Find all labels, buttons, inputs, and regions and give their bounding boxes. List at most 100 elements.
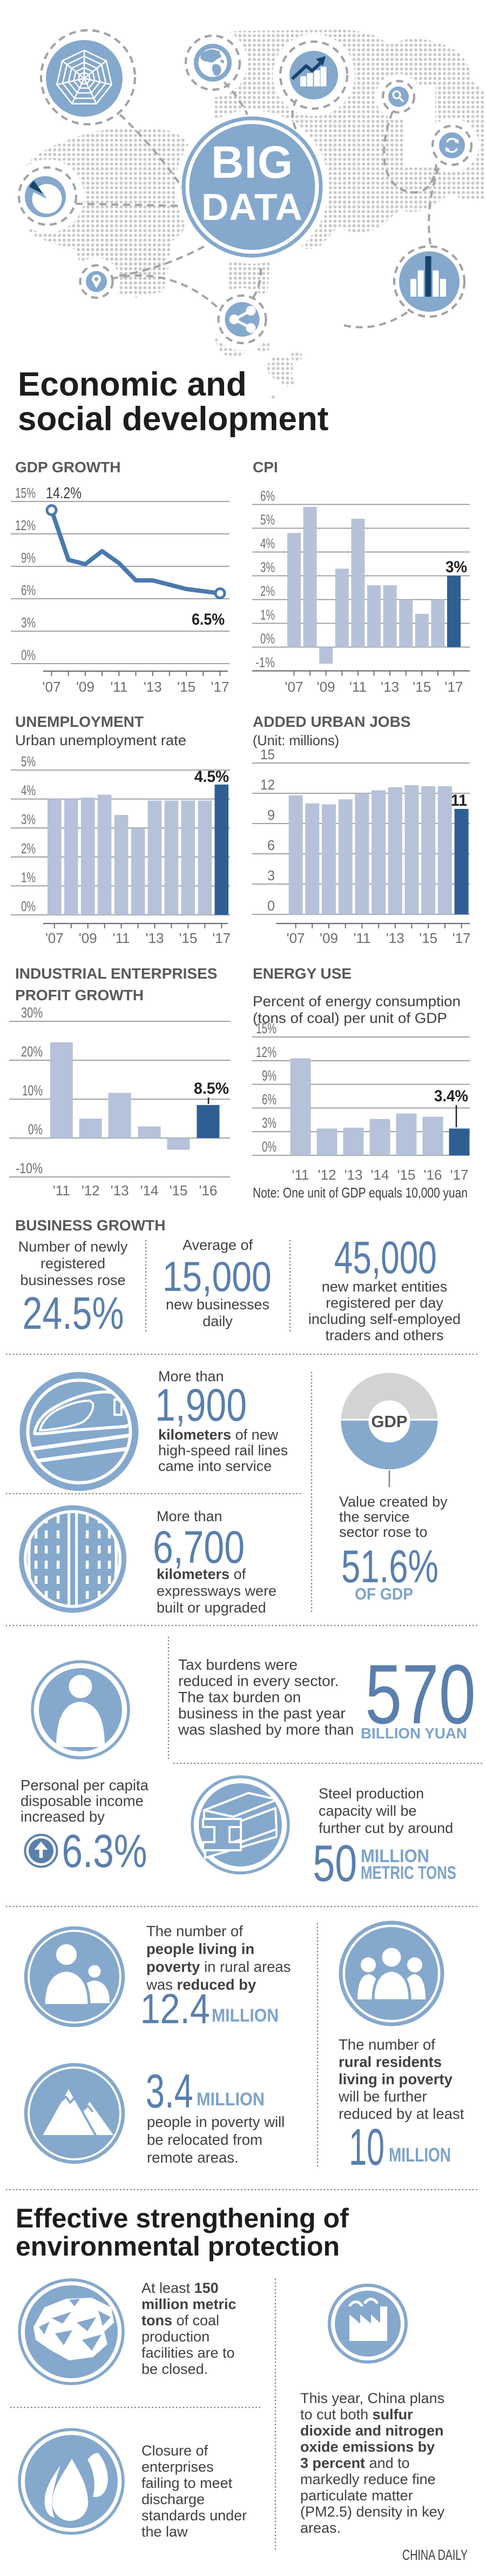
svg-text:'07: '07 (43, 679, 61, 695)
svg-text:5%: 5% (260, 512, 275, 528)
svg-text:'07: '07 (287, 930, 305, 946)
svg-text:3.4: 3.4 (146, 2064, 193, 2118)
svg-text:10: 10 (349, 2118, 384, 2176)
svg-text:'13: '13 (386, 930, 404, 946)
svg-text:9: 9 (267, 807, 275, 823)
svg-text:'14: '14 (371, 1167, 389, 1183)
svg-text:'14: '14 (140, 1182, 159, 1199)
svg-text:45,000: 45,000 (334, 1232, 437, 1283)
svg-text:0%: 0% (21, 898, 36, 914)
svg-text:6,700: 6,700 (153, 1522, 245, 1573)
svg-text:3%: 3% (260, 559, 275, 576)
svg-text:15%: 15% (256, 1020, 276, 1036)
svg-text:3%: 3% (21, 614, 36, 631)
svg-text:12%: 12% (256, 1044, 276, 1060)
svg-text:4.5%: 4.5% (194, 768, 229, 786)
svg-text:'13: '13 (144, 679, 162, 695)
svg-text:5%: 5% (21, 753, 36, 770)
svg-text:'15: '15 (413, 679, 431, 695)
svg-text:20%: 20% (21, 1043, 43, 1060)
svg-text:PROFIT GROWTH: PROFIT GROWTH (15, 987, 144, 1003)
svg-text:8.5%: 8.5% (194, 1080, 229, 1098)
svg-text:4%: 4% (21, 782, 36, 799)
svg-text:MILLION: MILLION (212, 2005, 279, 2026)
svg-text:0: 0 (267, 898, 275, 914)
svg-text:3%: 3% (21, 811, 36, 827)
svg-text:-1%: -1% (255, 654, 275, 671)
svg-text:(Unit: millions): (Unit: millions) (253, 732, 339, 748)
svg-text:1,900: 1,900 (155, 1380, 247, 1430)
svg-text:12.4: 12.4 (140, 1985, 210, 2032)
svg-text:ENERGY USE: ENERGY USE (253, 965, 352, 982)
svg-text:'11: '11 (113, 930, 130, 946)
svg-text:'15: '15 (397, 1167, 416, 1183)
svg-text:24.5%: 24.5% (23, 1288, 124, 1339)
svg-text:GDP: GDP (371, 1412, 407, 1431)
svg-text:(tons of coal) per unit of GDP: (tons of coal) per unit of GDP (253, 1010, 447, 1026)
svg-text:0%: 0% (28, 1121, 43, 1138)
svg-text:'17: '17 (212, 930, 231, 946)
svg-text:3.4%: 3.4% (434, 1087, 468, 1105)
svg-text:0%: 0% (21, 647, 36, 663)
svg-text:15%: 15% (15, 485, 36, 501)
svg-text:30%: 30% (21, 1005, 43, 1021)
svg-text:2%: 2% (21, 840, 36, 857)
svg-text:CPI: CPI (253, 459, 278, 476)
svg-text:Note: One unit of GDP equals 1: Note: One unit of GDP equals 10,000 yuan (253, 1185, 468, 1201)
svg-text:9%: 9% (21, 550, 36, 566)
svg-text:OF GDP: OF GDP (355, 1584, 413, 1603)
svg-text:METRIC TONS: METRIC TONS (361, 1863, 456, 1883)
svg-text:'13: '13 (146, 930, 164, 946)
svg-text:6.5%: 6.5% (192, 611, 225, 628)
svg-text:'07: '07 (285, 679, 303, 695)
svg-text:'13: '13 (111, 1182, 129, 1199)
svg-text:'09: '09 (79, 930, 97, 946)
svg-text:1%: 1% (260, 607, 275, 623)
svg-text:'07: '07 (45, 930, 64, 946)
svg-text:9%: 9% (262, 1068, 276, 1084)
svg-text:'16: '16 (424, 1167, 442, 1183)
svg-text:1%: 1% (21, 869, 36, 885)
svg-text:11: 11 (451, 792, 467, 809)
svg-text:51.6%: 51.6% (341, 1541, 438, 1593)
svg-text:'09: '09 (320, 930, 338, 946)
svg-text:0%: 0% (260, 631, 275, 647)
svg-text:12: 12 (260, 777, 275, 793)
svg-text:MILLION: MILLION (389, 2144, 451, 2166)
svg-text:MILLION: MILLION (361, 1846, 429, 1866)
svg-text:'17: '17 (211, 679, 230, 695)
svg-text:'17: '17 (445, 679, 463, 695)
svg-text:50: 50 (313, 1835, 357, 1892)
svg-text:3%: 3% (262, 1115, 276, 1131)
svg-text:15,000: 15,000 (163, 1253, 272, 1300)
svg-text:6.3%: 6.3% (62, 1825, 147, 1877)
svg-text:UNEMPLOYMENT: UNEMPLOYMENT (15, 713, 144, 730)
svg-text:3: 3 (267, 867, 275, 884)
svg-text:MILLION: MILLION (197, 2089, 265, 2110)
svg-text:'17: '17 (453, 930, 471, 946)
svg-text:ADDED URBAN JOBS: ADDED URBAN JOBS (253, 713, 410, 730)
svg-text:4%: 4% (260, 536, 275, 552)
svg-text:'15: '15 (419, 930, 437, 946)
svg-text:DATA: DATA (201, 186, 303, 228)
svg-text:'11: '11 (110, 679, 127, 695)
svg-text:'09: '09 (76, 679, 94, 695)
svg-text:'17: '17 (450, 1167, 469, 1183)
svg-text:'15: '15 (177, 679, 195, 695)
svg-text:6%: 6% (262, 1091, 276, 1107)
svg-text:'11: '11 (292, 1167, 309, 1183)
svg-text:'15: '15 (170, 1182, 188, 1199)
svg-text:Urban unemployment rate: Urban unemployment rate (15, 732, 186, 748)
svg-text:15: 15 (260, 746, 275, 762)
svg-text:3%: 3% (446, 558, 467, 576)
svg-text:BIG: BIG (211, 137, 293, 188)
svg-text:2%: 2% (260, 583, 275, 599)
svg-text:6%: 6% (260, 488, 275, 504)
svg-text:Percent of energy consumption: Percent of energy consumption (253, 993, 461, 1009)
svg-text:INDUSTRIAL ENTERPRISES: INDUSTRIAL ENTERPRISES (15, 965, 217, 982)
svg-text:12%: 12% (15, 517, 36, 533)
svg-text:BUSINESS GROWTH: BUSINESS GROWTH (15, 1217, 165, 1234)
svg-text:10%: 10% (22, 1082, 43, 1099)
svg-text:0%: 0% (262, 1139, 276, 1155)
svg-text:'13: '13 (381, 679, 399, 695)
